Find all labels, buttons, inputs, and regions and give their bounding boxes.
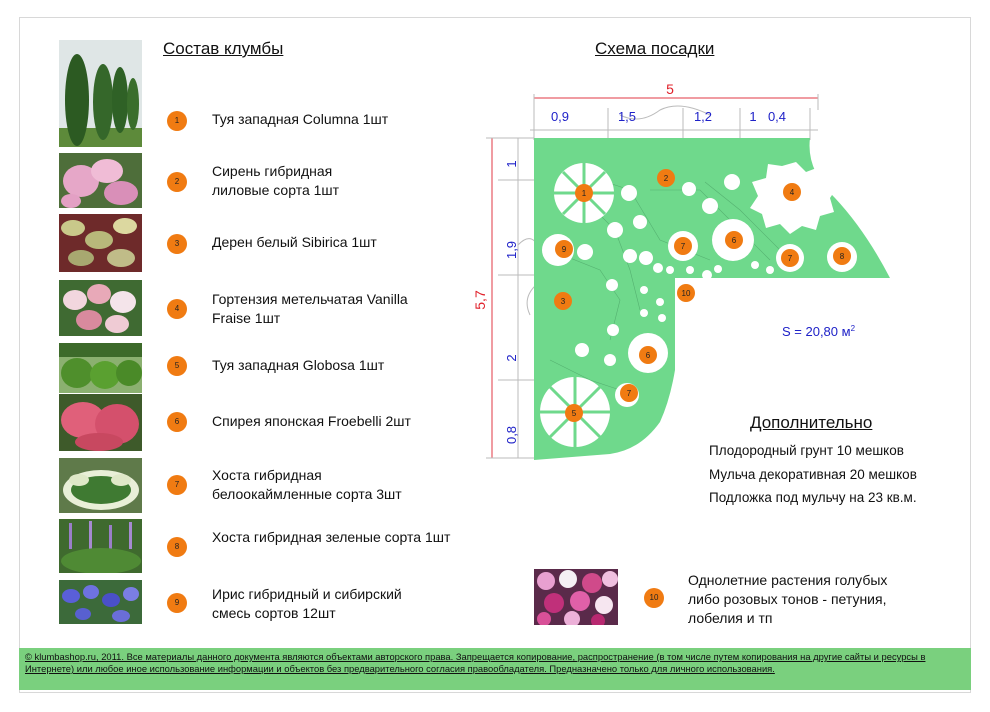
page-frame	[19, 17, 971, 693]
scheme-num-8: 8	[840, 252, 845, 261]
scheme-title: Схема посадки	[595, 39, 715, 58]
area-label: S = 20,80 м2	[782, 324, 856, 339]
dim-left-3: 2	[504, 354, 519, 361]
photo-iris	[59, 580, 142, 624]
dim-total-height: 5,7	[472, 290, 488, 310]
photo-annuals	[534, 569, 618, 625]
dim-left-4: 0,8	[504, 426, 519, 444]
dimension-lines	[491, 94, 819, 458]
badge-1: 1	[167, 111, 187, 131]
scheme-num-6b: 6	[646, 351, 651, 360]
scheme-num-7b: 7	[788, 254, 793, 263]
badge-9: 9	[167, 593, 187, 613]
photo-dogwood	[59, 214, 142, 272]
scheme-badges: 1 2 3 4 5 6 6 7 7 7 8 9 10	[554, 169, 851, 422]
plant-name-1: Туя западная Columna 1шт	[212, 111, 389, 127]
additional-title: Дополнительно	[750, 413, 873, 432]
photo-hydrangea	[59, 280, 142, 336]
scheme-num-9: 9	[562, 245, 567, 254]
copyright-footer: © klumbashop.ru, 2011. Все материалы дан…	[19, 648, 971, 690]
photo-lilac	[59, 153, 142, 208]
photo-spiraea	[59, 394, 142, 451]
badge-4: 4	[167, 299, 187, 319]
planting-scheme: 1 2 3 4 5 6 6 7 7 7 8 9 10 5 0,9 1,5 1,2…	[472, 81, 890, 460]
dim-top-1: 0,9	[551, 109, 569, 124]
photo-thuja-globosa	[59, 343, 142, 393]
photo-hosta-green	[59, 519, 142, 573]
scheme-num-3: 3	[561, 297, 566, 306]
dim-top-2: 1,5	[618, 109, 636, 124]
dim-left-2: 1,9	[504, 241, 519, 259]
scheme-num-1: 1	[582, 189, 587, 198]
badge-10: 10	[644, 588, 664, 608]
photo-thuja-columna	[59, 40, 142, 147]
scheme-num-4: 4	[790, 188, 795, 197]
scheme-num-2: 2	[664, 174, 669, 183]
plant-name-7: Хоста гибридная белоокаймленные сорта 3ш…	[212, 467, 402, 502]
plant-name-3: Дерен белый Sibirica 1шт	[212, 234, 377, 250]
dim-total-width: 5	[666, 81, 674, 97]
photo-hosta-white-edge	[59, 458, 142, 513]
additional-item-underlay: Подложка под мульчу на 23 кв.м.	[709, 490, 917, 505]
scheme-num-10: 10	[682, 289, 691, 298]
scheme-num-7a: 7	[681, 242, 686, 251]
annuals-description: Однолетние растения голубых либо розовых…	[688, 572, 888, 626]
badge-3: 3	[167, 234, 187, 254]
dim-top-4: 1	[749, 109, 756, 124]
plant-name-6: Спирея японская Froebelli 2шт	[212, 413, 411, 429]
badge-7: 7	[167, 475, 187, 495]
additional-item-soil: Плодородный грунт 10 мешков	[709, 443, 904, 458]
scheme-num-7c: 7	[627, 389, 632, 398]
plant-name-2: Сирень гибридная лиловые сорта 1шт	[212, 163, 340, 198]
plant-name-5: Туя западная Globosa 1шт	[212, 357, 385, 373]
plant-name-9: Ирис гибридный и сибирский смесь сортов …	[212, 586, 402, 621]
dim-top-5: 0,4	[768, 109, 786, 124]
badge-2: 2	[167, 172, 187, 192]
composition-title: Состав клумбы	[163, 39, 284, 58]
dim-left-1: 1	[504, 160, 519, 167]
badge-8: 8	[167, 537, 187, 557]
scheme-num-6a: 6	[732, 236, 737, 245]
dim-top-3: 1,2	[694, 109, 712, 124]
scheme-num-5: 5	[572, 409, 577, 418]
plant-name-8: Хоста гибридная зеленые сорта 1шт	[212, 529, 451, 545]
plant-name-4: Гортензия метельчатая Vanilla Fraise 1шт	[212, 291, 408, 326]
additional-item-mulch: Мульча декоративная 20 мешков	[709, 467, 917, 482]
badge-6: 6	[167, 412, 187, 432]
badge-5: 5	[167, 356, 187, 376]
